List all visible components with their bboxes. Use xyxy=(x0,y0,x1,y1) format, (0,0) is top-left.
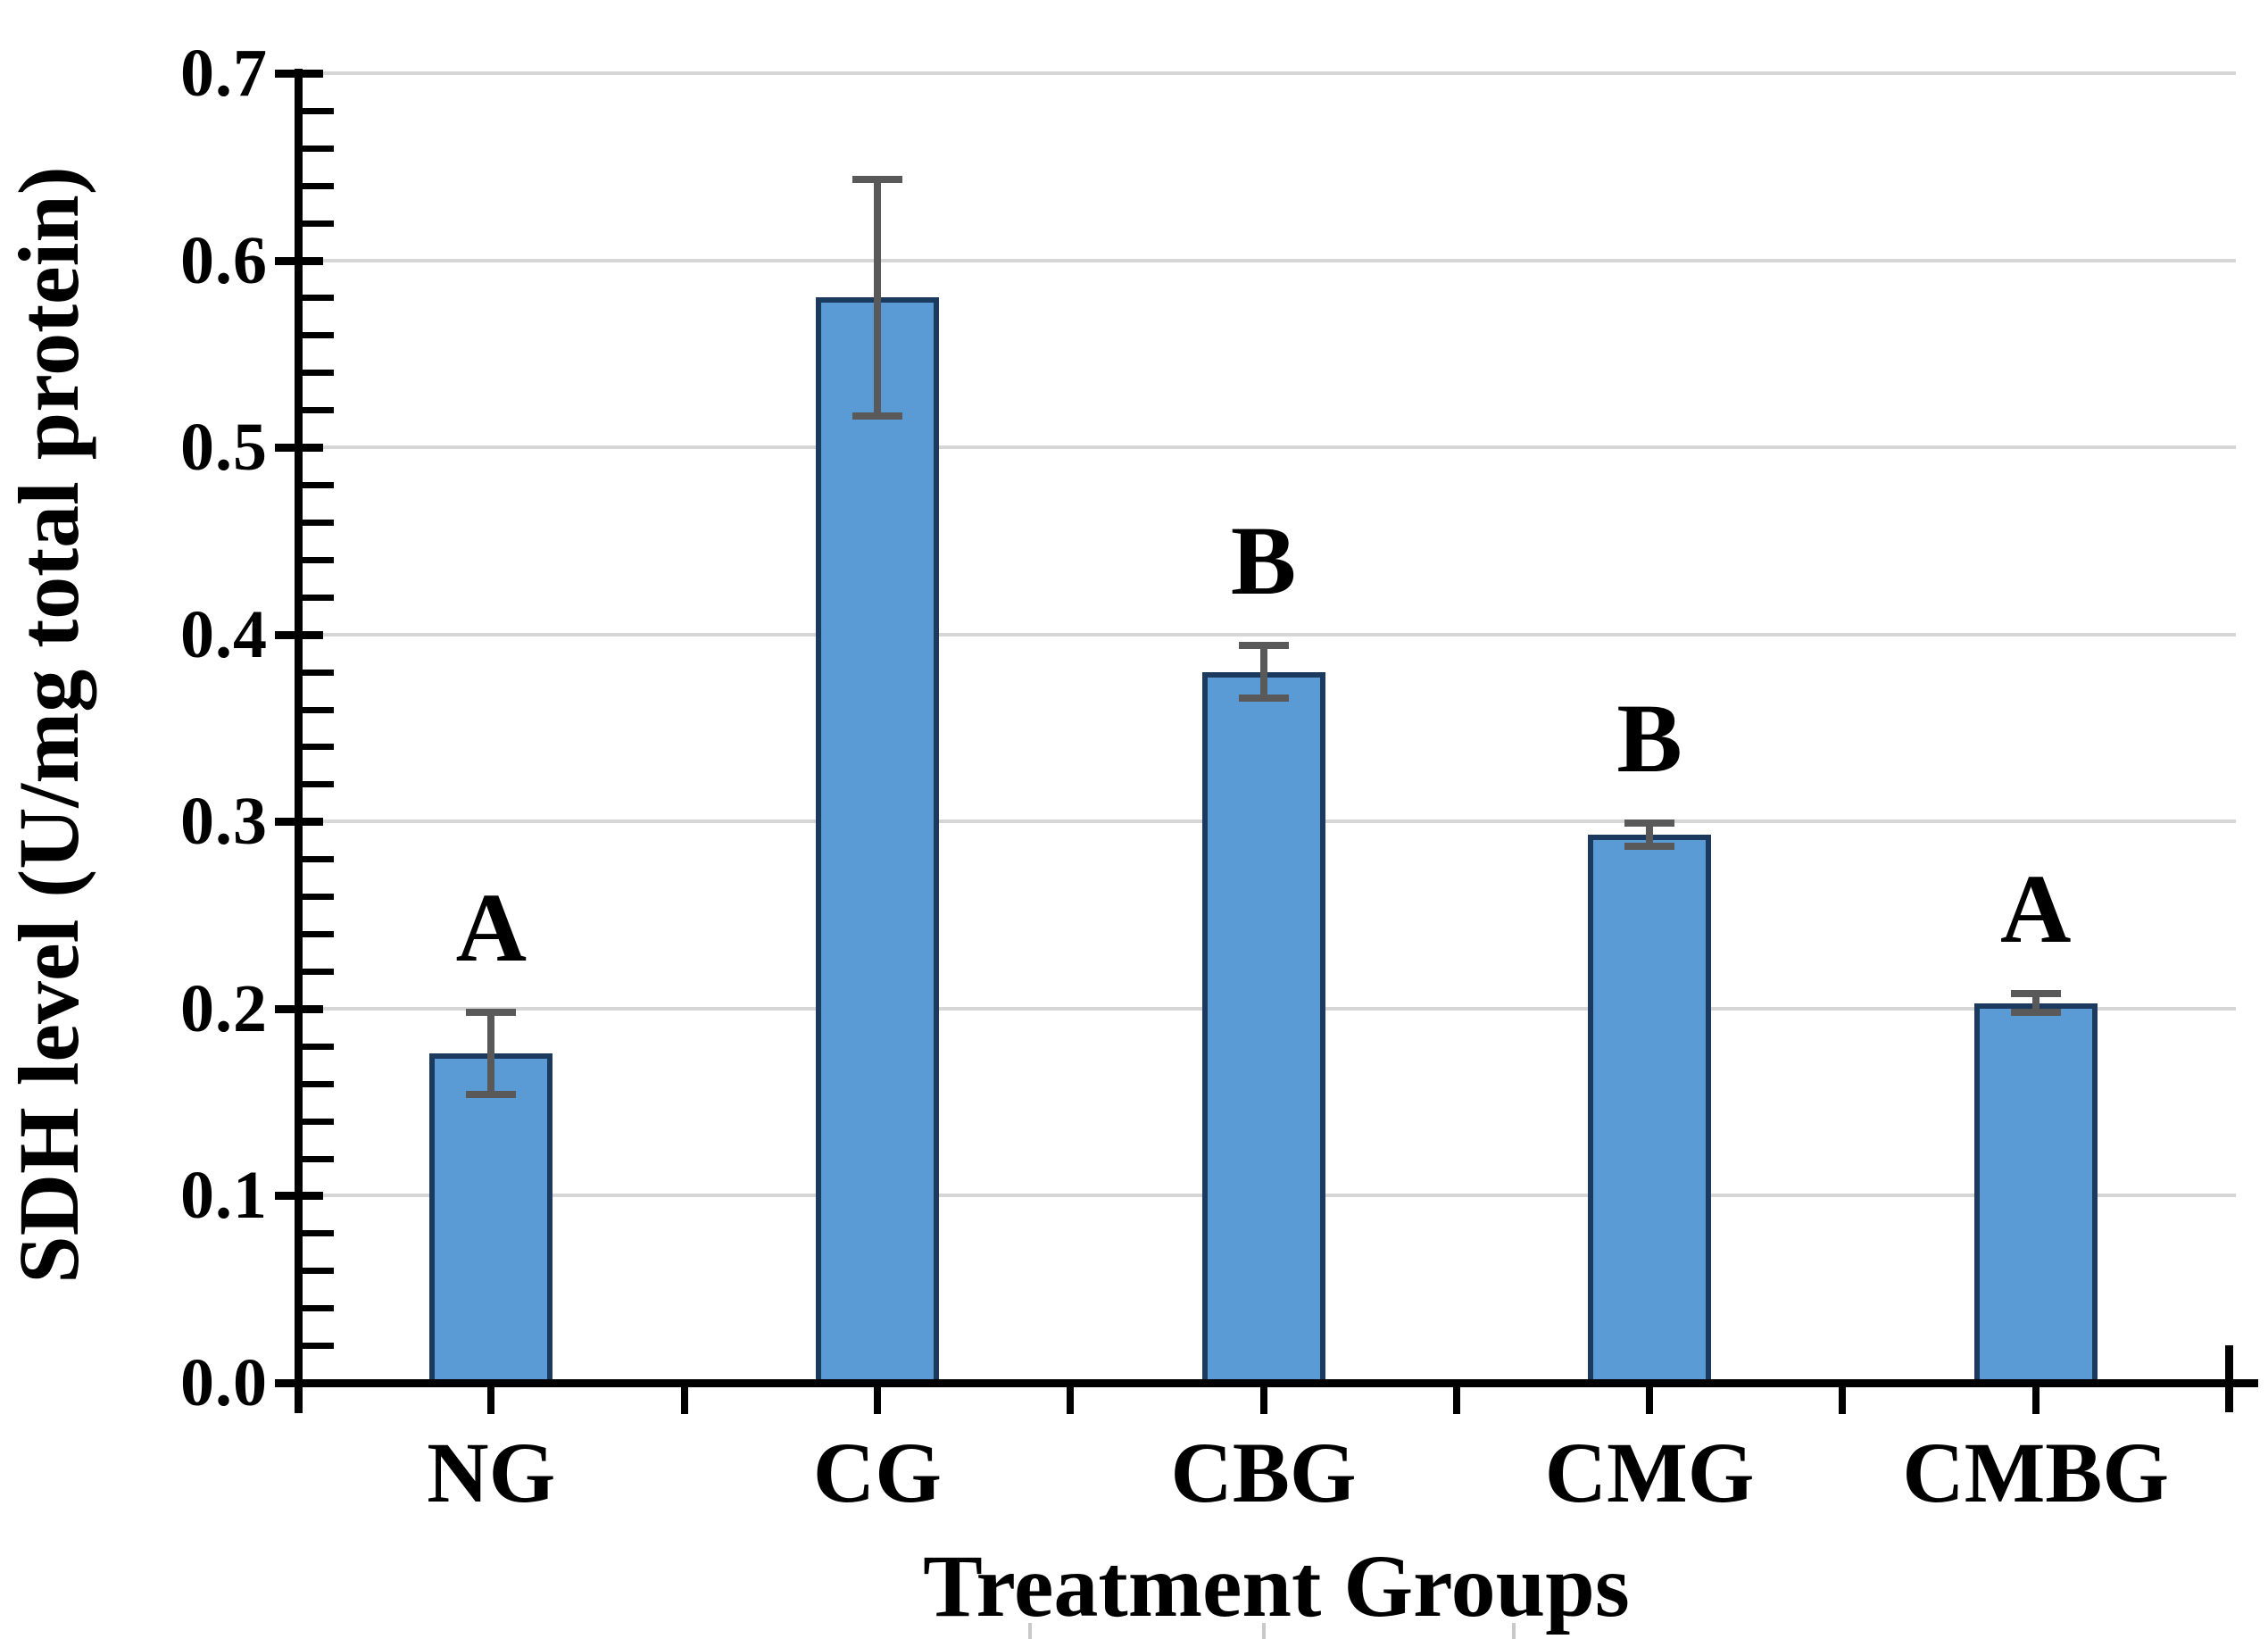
x-tick-label-cg: CG xyxy=(812,1425,942,1520)
y-axis-major-tick xyxy=(275,818,323,827)
y-axis-minor-tick xyxy=(302,968,334,975)
y-axis-minor-tick xyxy=(302,669,334,676)
y-axis-minor-tick xyxy=(302,556,334,563)
y-axis-minor-tick xyxy=(302,370,334,377)
y-axis-major-tick xyxy=(275,630,323,639)
error-bar-cap-top xyxy=(466,1009,517,1017)
x-axis-end-tick xyxy=(2225,1345,2233,1412)
bar-cg xyxy=(815,297,939,1386)
y-axis-major-tick xyxy=(275,1004,323,1013)
x-axis-tick xyxy=(487,1387,495,1414)
error-bar-cap-bottom xyxy=(852,412,902,420)
y-axis-minor-tick xyxy=(302,145,334,152)
x-axis-tick xyxy=(1067,1387,1075,1414)
x-tick-label-ng: NG xyxy=(427,1425,556,1520)
y-axis-minor-tick xyxy=(302,1305,334,1312)
y-axis-major-tick xyxy=(275,1379,323,1387)
y-tick-label: 0.5 xyxy=(180,410,268,486)
y-gridline xyxy=(298,445,2236,450)
bottom-edge-artifact xyxy=(1028,1623,1032,1639)
y-tick-label: 0.2 xyxy=(180,970,268,1046)
y-axis-minor-tick xyxy=(302,706,334,713)
error-bar-line xyxy=(487,1012,495,1095)
error-bar-cap-top xyxy=(1624,820,1675,828)
y-axis-minor-tick xyxy=(302,1230,334,1237)
bar-ng xyxy=(429,1053,553,1386)
bar-cbg xyxy=(1201,671,1325,1386)
y-axis-minor-tick xyxy=(302,295,334,302)
y-gridline xyxy=(298,632,2236,636)
y-axis-minor-tick xyxy=(302,1118,334,1125)
error-bar-cap-bottom xyxy=(1624,842,1675,850)
y-axis-minor-tick xyxy=(302,744,334,751)
y-axis-minor-tick xyxy=(302,781,334,788)
x-axis-line xyxy=(275,1379,2258,1387)
error-bar-cap-bottom xyxy=(1238,694,1289,702)
bar-cmbg xyxy=(1973,1003,2098,1386)
x-axis-tick xyxy=(2031,1387,2040,1414)
significance-letter-cmbg: A xyxy=(1999,854,2072,964)
y-axis-minor-tick xyxy=(302,182,334,189)
y-axis-minor-tick xyxy=(302,407,334,414)
error-bar-cap-bottom xyxy=(466,1091,517,1099)
error-bar-line xyxy=(1259,645,1267,698)
bottom-edge-artifact xyxy=(1262,1623,1266,1639)
y-axis-minor-tick xyxy=(302,482,334,489)
y-axis-major-tick xyxy=(275,1192,323,1201)
significance-letter-cmg: B xyxy=(1616,684,1682,794)
error-bar-cap-top xyxy=(1238,642,1289,650)
y-axis-major-tick xyxy=(275,444,323,453)
y-tick-label: 0.3 xyxy=(180,784,268,860)
y-axis-minor-tick xyxy=(302,1043,334,1050)
x-axis-tick xyxy=(1452,1387,1460,1414)
y-gridline xyxy=(298,71,2236,75)
x-tick-label-cbg: CBG xyxy=(1170,1425,1357,1520)
error-bar-line xyxy=(1646,823,1654,846)
y-axis-major-tick xyxy=(275,256,323,265)
bottom-edge-artifact xyxy=(1512,1623,1516,1639)
y-axis-line xyxy=(295,69,303,1413)
y-axis-minor-tick xyxy=(302,107,334,114)
significance-letter-ng: A xyxy=(455,873,528,983)
y-axis-minor-tick xyxy=(302,1268,334,1275)
x-axis-tick xyxy=(873,1387,881,1414)
error-bar-cap-top xyxy=(852,176,902,184)
y-axis-minor-tick xyxy=(302,931,334,938)
bar-cmg xyxy=(1588,834,1712,1386)
y-axis-minor-tick xyxy=(302,1155,334,1162)
error-bar-cap-bottom xyxy=(2010,1009,2061,1017)
y-axis-title: SDH level (U/mg total protein) xyxy=(1,166,96,1284)
x-axis-title: Treatment Groups xyxy=(923,1536,1630,1635)
y-axis-minor-tick xyxy=(302,1080,334,1087)
error-bar-line xyxy=(2031,994,2040,1013)
x-axis-tick xyxy=(1839,1387,1847,1414)
x-axis-tick xyxy=(1646,1387,1654,1414)
y-tick-label: 0.0 xyxy=(180,1345,268,1420)
y-axis-minor-tick xyxy=(302,894,334,901)
y-axis-major-tick xyxy=(275,70,323,78)
y-axis-minor-tick xyxy=(302,332,334,339)
error-bar-line xyxy=(873,179,881,416)
y-axis-minor-tick xyxy=(302,519,334,526)
x-axis-tick xyxy=(680,1387,688,1414)
y-tick-label: 0.1 xyxy=(180,1158,268,1234)
y-axis-minor-tick xyxy=(302,220,334,227)
y-axis-minor-tick xyxy=(302,856,334,863)
y-tick-label: 0.7 xyxy=(180,36,268,111)
error-bar-cap-top xyxy=(2010,990,2061,998)
y-tick-label: 0.4 xyxy=(180,596,268,672)
x-axis-tick xyxy=(1259,1387,1267,1414)
y-axis-minor-tick xyxy=(302,1343,334,1350)
significance-letter-cbg: B xyxy=(1230,506,1297,616)
y-axis-minor-tick xyxy=(302,594,334,601)
x-tick-label-cmbg: CMBG xyxy=(1902,1425,2169,1520)
x-tick-label-cmg: CMG xyxy=(1544,1425,1755,1520)
y-gridline xyxy=(298,258,2236,262)
y-tick-label: 0.6 xyxy=(180,222,268,298)
